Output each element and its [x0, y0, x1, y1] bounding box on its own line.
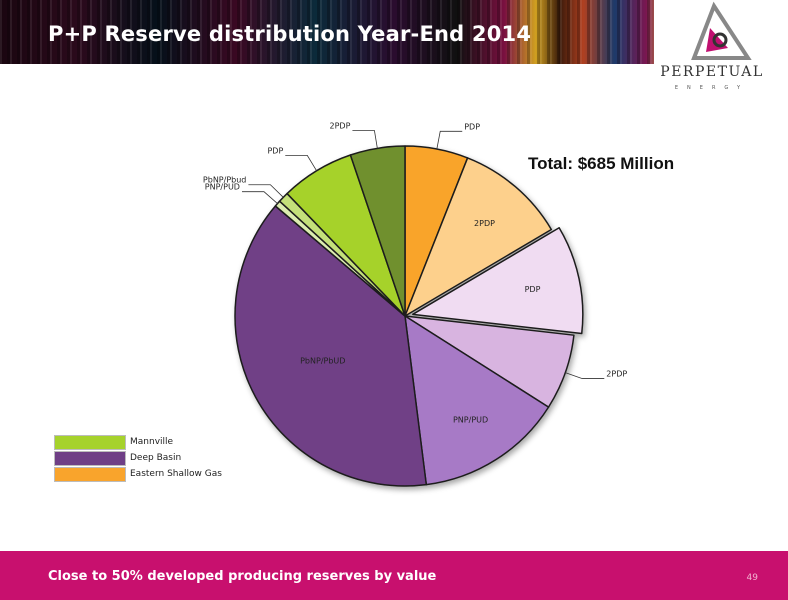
slice-label: PDP [267, 146, 283, 155]
slice-label: PNP/PUD [453, 415, 488, 424]
logo-emblem-icon [691, 1, 752, 60]
slice-label: 2PDP [606, 370, 627, 379]
footer-text: Close to 50% developed producing reserve… [48, 569, 437, 584]
slice-label: PNP/PUD [205, 183, 240, 192]
slice-label: 2PDP [330, 122, 351, 131]
slice-label: PbNP/PbUD [300, 357, 345, 366]
pie-slice-eastern-shallow-gas-2pdp [404, 157, 553, 317]
slice-leader-line [248, 184, 284, 198]
logo-subtitle: ENERGY [674, 85, 750, 91]
pie-slice-deep-basin-pnp-pud [404, 315, 550, 486]
slice-leader-line [436, 130, 463, 150]
slice-label: PDP [464, 122, 480, 131]
footer-band: Close to 50% developed producing reserve… [0, 551, 788, 600]
legend-swatch [54, 466, 126, 482]
slice-label: PDP [525, 285, 541, 294]
pie-slice-deep-basin-pdp [412, 227, 584, 335]
legend-item-deep-basin: Deep Basin [54, 450, 222, 466]
pie-slices [234, 145, 584, 487]
total-label: Total: $685 Million [528, 154, 675, 173]
legend-label: Eastern Shallow Gas [130, 469, 222, 479]
page-number: 49 [746, 573, 758, 583]
legend-swatch [54, 450, 126, 466]
legend-label: Deep Basin [130, 453, 182, 463]
legend-item-eastern-shallow-gas: Eastern Shallow Gas [54, 466, 222, 482]
logo-name: PERPETUAL [660, 64, 764, 80]
pie-slice-deep-basin-pbnp-pbud [234, 205, 428, 487]
logo [654, 0, 788, 100]
slice-label: PbNP/Pbud [203, 176, 246, 185]
pie-labels: PDP2PDPPDP2PDPPNP/PUDPbNP/PbUDPNP/PUDPbN… [203, 122, 627, 425]
slice-leader-line [285, 154, 317, 171]
slice-leader-line [352, 130, 378, 149]
legend-item-mannville: Mannville [54, 434, 222, 450]
legend-label: Mannville [130, 437, 174, 447]
legend: Mannville Deep Basin Eastern Shallow Gas [54, 434, 222, 482]
legend-swatch [54, 434, 126, 450]
slice-leader-line [565, 372, 605, 379]
slide-title: P+P Reserve distribution Year-End 2014 [48, 22, 532, 46]
slice-leader-line [241, 191, 278, 204]
slice-label: 2PDP [474, 219, 495, 228]
